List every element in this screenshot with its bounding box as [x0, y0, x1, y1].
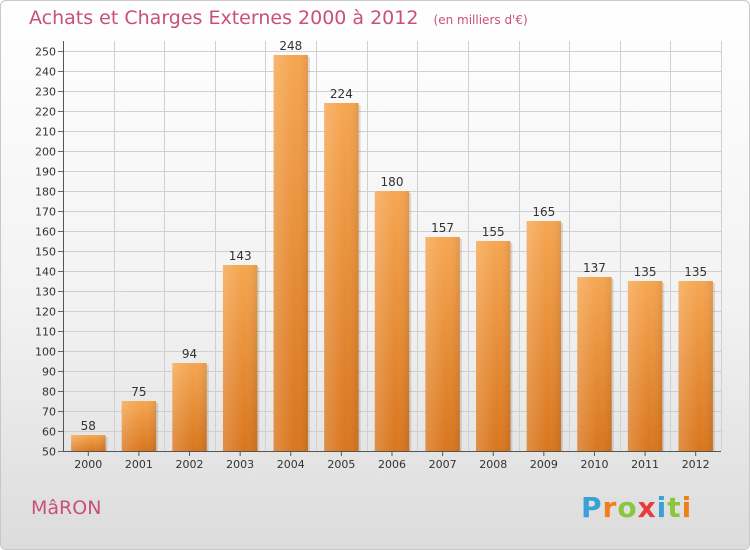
y-tick-label: 200: [35, 146, 56, 159]
label-layer: 58 75 94 143 248 224 180 157 155 165 137 135 135: [81, 39, 707, 433]
brand-letter: r: [602, 491, 618, 524]
y-tick-label: 140: [35, 266, 56, 279]
y-tick-label: 70: [42, 406, 56, 419]
y-tick-label: 50: [42, 446, 56, 459]
data-label: 94: [182, 347, 197, 361]
x-tick-label: 2000: [74, 458, 102, 471]
x-tick-label: 2006: [378, 458, 406, 471]
x-tick-label: 2003: [226, 458, 254, 471]
bar-highlight: [678, 281, 713, 451]
bar-highlight: [172, 363, 207, 451]
data-label: 135: [634, 265, 657, 279]
y-tick-label: 100: [35, 346, 56, 359]
x-tick-label: 2009: [530, 458, 558, 471]
data-label: 137: [583, 261, 606, 275]
y-tick-label: 130: [35, 286, 56, 299]
y-tick-label: 240: [35, 66, 56, 79]
bar-highlight: [222, 265, 258, 451]
y-tick-label: 220: [35, 106, 56, 119]
x-tick-label: 2004: [277, 458, 305, 471]
x-tick-label: 2002: [176, 458, 204, 471]
y-tick-label: 190: [35, 166, 56, 179]
chart-title: Achats et Charges Externes 2000 à 2012: [29, 7, 419, 29]
bar-highlight: [476, 241, 511, 451]
y-tick-label: 170: [35, 206, 56, 219]
data-label: 165: [532, 205, 555, 219]
y-tick-label: 160: [35, 226, 56, 239]
bar-highlight: [425, 237, 460, 451]
y-tick-label: 110: [35, 326, 56, 339]
data-label: 155: [482, 225, 505, 239]
commune-name: MâRON: [31, 497, 102, 519]
brand-letter: o: [617, 491, 638, 524]
brand-letter: i: [656, 491, 668, 524]
data-label: 248: [279, 39, 302, 53]
x-tick-label: 2005: [327, 458, 355, 471]
data-label: 143: [229, 249, 252, 263]
brand-letter: P: [581, 491, 603, 524]
bar-highlight: [374, 191, 410, 451]
bar-highlight: [71, 435, 106, 451]
bar-layer: [71, 55, 715, 451]
data-label: 157: [431, 221, 454, 235]
y-tick-label: 60: [42, 426, 56, 439]
brand-letter: i: [681, 491, 693, 524]
y-tick-label: 150: [35, 246, 56, 259]
y-tick-label: 210: [35, 126, 56, 139]
bar-highlight: [121, 401, 157, 451]
data-label: 58: [81, 419, 96, 433]
x-tick-label: 2007: [429, 458, 457, 471]
chart-subtitle: (en milliers d'€): [433, 13, 528, 27]
brand-letter: t: [667, 491, 682, 524]
x-tick-label: 2012: [682, 458, 710, 471]
bar-highlight: [324, 103, 359, 451]
bar-highlight: [577, 277, 612, 451]
brand-logo: Proxiti: [581, 491, 692, 524]
data-label: 180: [381, 175, 404, 189]
brand-letter: x: [637, 491, 657, 524]
x-tick-label: 2008: [479, 458, 507, 471]
y-tick-label: 180: [35, 186, 56, 199]
bar-highlight: [627, 281, 663, 451]
y-tick-label: 90: [42, 366, 56, 379]
x-tick-label: 2010: [580, 458, 608, 471]
y-tick-label: 120: [35, 306, 56, 319]
y-tick-label: 80: [42, 386, 56, 399]
x-tick-label: 2011: [631, 458, 659, 471]
y-tick-label: 230: [35, 86, 56, 99]
bar-highlight: [273, 55, 308, 451]
y-tick-label: 250: [35, 46, 56, 59]
data-label: 75: [131, 385, 146, 399]
x-tick-label: 2001: [125, 458, 153, 471]
data-label: 135: [684, 265, 707, 279]
bar-highlight: [526, 221, 562, 451]
title-row: Achats et Charges Externes 2000 à 2012 (…: [29, 7, 528, 29]
data-label: 224: [330, 87, 353, 101]
axis-layer: 50 60 70 80 90 100 110 120 130 140 150 160 170 180 190…: [35, 41, 721, 471]
